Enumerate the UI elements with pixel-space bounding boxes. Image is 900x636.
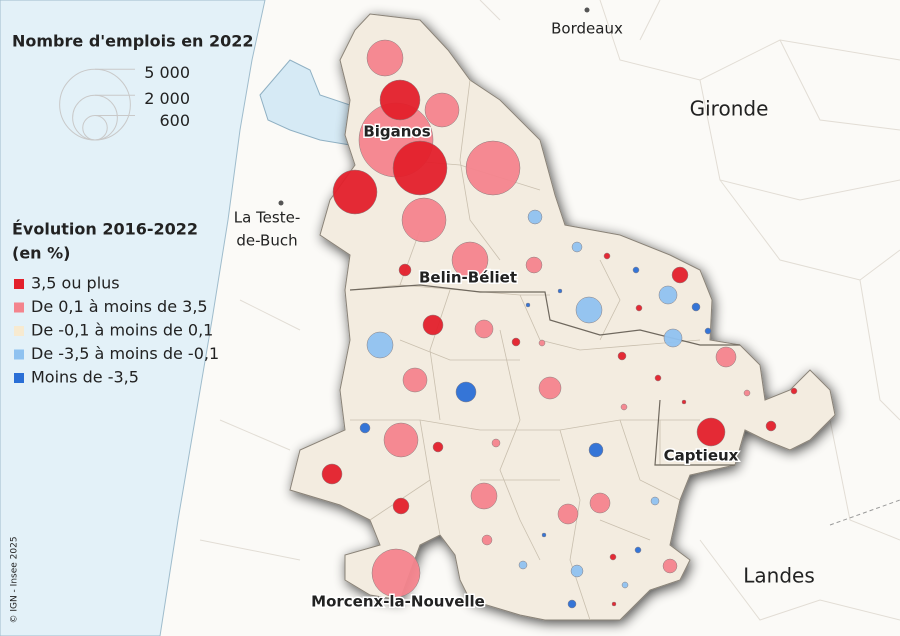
territory-inner-border bbox=[654, 399, 735, 466]
bubble bbox=[366, 39, 404, 77]
bubble bbox=[609, 553, 617, 561]
bubble bbox=[401, 197, 447, 243]
place-label: de-Buch bbox=[236, 232, 297, 250]
bubble bbox=[557, 503, 579, 525]
copyright: © IGN - Insee 2025 bbox=[10, 536, 20, 623]
legend-title: Évolution 2016-2022 bbox=[12, 220, 198, 239]
place-label: Gironde bbox=[690, 97, 769, 121]
bubble bbox=[654, 374, 662, 382]
bubble bbox=[465, 140, 521, 196]
legend-swatch bbox=[14, 326, 24, 336]
communes-background bbox=[199, 0, 900, 621]
bubble bbox=[620, 403, 628, 411]
legend-swatch bbox=[14, 302, 24, 313]
department-border bbox=[829, 499, 900, 526]
bubble bbox=[681, 399, 687, 405]
bubble bbox=[671, 266, 689, 284]
bubble bbox=[696, 417, 726, 447]
bubble bbox=[511, 337, 521, 347]
bubble bbox=[366, 331, 394, 359]
bubble bbox=[663, 328, 683, 348]
bubble bbox=[455, 381, 477, 403]
place-label: Captieux bbox=[664, 447, 739, 465]
bubble bbox=[527, 209, 543, 225]
bubble bbox=[658, 285, 678, 305]
bubble bbox=[402, 367, 428, 393]
bubble bbox=[567, 599, 577, 609]
legend-swatch bbox=[14, 279, 24, 289]
commune-borders bbox=[349, 79, 735, 621]
bubble bbox=[541, 532, 547, 538]
bubble bbox=[571, 241, 583, 253]
legend-label: 3,5 ou plus bbox=[31, 274, 120, 293]
bubble bbox=[481, 534, 493, 546]
bubble bbox=[635, 304, 643, 312]
bubble bbox=[538, 376, 562, 400]
bubble bbox=[321, 463, 343, 485]
legend-title: (en %) bbox=[12, 244, 70, 263]
place-label: Biganos bbox=[363, 123, 430, 141]
bubble bbox=[518, 560, 528, 570]
legend-size-label: 5 000 bbox=[144, 63, 190, 82]
bubble bbox=[525, 256, 543, 274]
bubble bbox=[611, 601, 617, 607]
bubble bbox=[715, 346, 737, 368]
bubble bbox=[474, 319, 494, 339]
bubble bbox=[392, 140, 448, 196]
bubble bbox=[632, 266, 640, 274]
bubble bbox=[332, 169, 378, 215]
bubble bbox=[379, 79, 421, 121]
bubble bbox=[704, 327, 712, 335]
place-label: Landes bbox=[743, 564, 815, 588]
bubble bbox=[570, 564, 584, 578]
legend-label: De 0,1 à moins de 3,5 bbox=[31, 297, 208, 316]
bubble bbox=[383, 422, 419, 458]
bubble bbox=[617, 351, 627, 361]
bubble bbox=[398, 263, 412, 277]
bubble bbox=[557, 288, 563, 294]
bubble bbox=[392, 497, 410, 515]
bubble bbox=[650, 496, 660, 506]
legend-label: De -0,1 à moins de 0,1 bbox=[31, 321, 213, 340]
bubble bbox=[359, 422, 371, 434]
bubble bbox=[432, 441, 444, 453]
bubble bbox=[621, 581, 629, 589]
place-label: La Teste- bbox=[234, 209, 301, 227]
bubble bbox=[743, 389, 751, 397]
legend-label: De -3,5 à moins de -0,1 bbox=[31, 344, 219, 363]
legend-size-label: 2 000 bbox=[144, 89, 190, 108]
bubble bbox=[575, 296, 603, 324]
legend-title: Nombre d'emplois en 2022 bbox=[12, 32, 254, 51]
bubble bbox=[691, 302, 701, 312]
bubble bbox=[451, 241, 489, 279]
bubble bbox=[491, 438, 501, 448]
bubble bbox=[525, 302, 531, 308]
bubble bbox=[662, 558, 678, 574]
bubble bbox=[424, 92, 460, 128]
legend-size-label: 600 bbox=[159, 111, 190, 130]
bubble bbox=[371, 548, 421, 598]
city-dot bbox=[278, 200, 284, 206]
place-label: Morcenx-la-Nouvelle bbox=[311, 593, 485, 611]
bubble bbox=[790, 387, 798, 395]
city-dot bbox=[584, 7, 590, 13]
legend-label: Moins de -3,5 bbox=[31, 368, 139, 387]
legend-swatch bbox=[14, 373, 24, 383]
bubble bbox=[634, 546, 642, 554]
place-label: Bordeaux bbox=[551, 20, 623, 38]
bubble bbox=[765, 420, 777, 432]
bubble bbox=[422, 314, 444, 336]
place-label: Belin-Béliet bbox=[419, 269, 517, 287]
bubble bbox=[470, 482, 498, 510]
bubble bbox=[603, 252, 611, 260]
sea bbox=[0, 0, 266, 636]
bubble bbox=[588, 442, 604, 458]
bubble bbox=[589, 492, 611, 514]
bubble bbox=[538, 339, 546, 347]
legend-swatch bbox=[14, 349, 24, 360]
